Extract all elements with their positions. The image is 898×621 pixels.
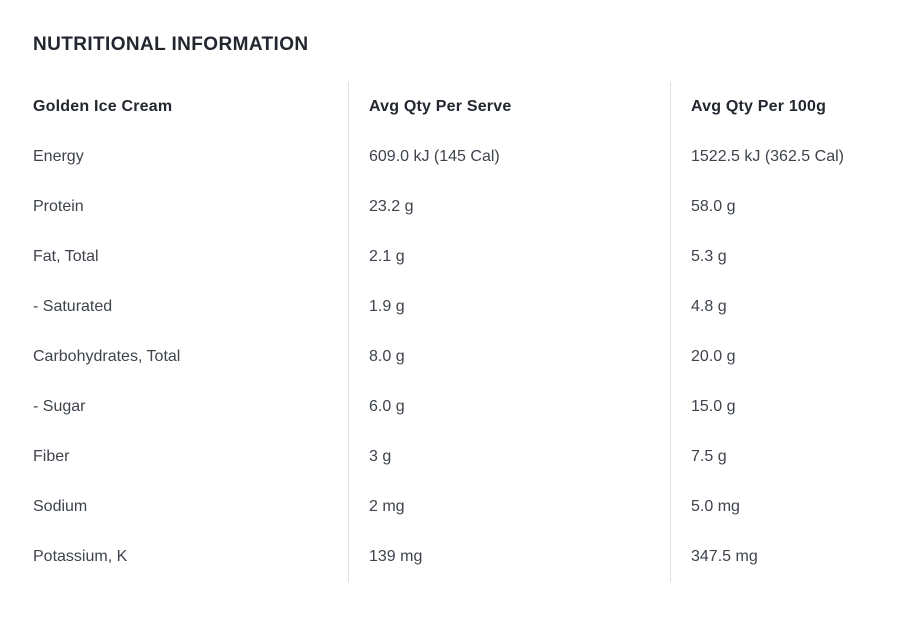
- value-per-100g: 5.3 g: [670, 232, 898, 282]
- column-header-per-100g: Avg Qty Per 100g: [670, 82, 898, 132]
- value-per-serve: 6.0 g: [348, 382, 670, 432]
- table-row: Carbohydrates, Total 8.0 g 20.0 g: [33, 332, 898, 382]
- value-per-100g: 4.8 g: [670, 282, 898, 332]
- value-per-serve: 609.0 kJ (145 Cal): [348, 132, 670, 182]
- nutrient-label: Fiber: [33, 448, 70, 465]
- nutrient-label: Sodium: [33, 498, 88, 515]
- value-per-100g: 5.0 mg: [670, 482, 898, 532]
- nutrient-label: Energy: [33, 148, 84, 165]
- nutrient-label: Protein: [33, 198, 84, 215]
- value-per-serve: 1.9 g: [348, 282, 670, 332]
- table-row: Sodium 2 mg 5.0 mg: [33, 482, 898, 532]
- nutrient-label: Carbohydrates, Total: [33, 348, 181, 365]
- value-per-100g: 7.5 g: [670, 432, 898, 482]
- table-row: - Saturated 1.9 g 4.8 g: [33, 282, 898, 332]
- value-per-serve: 139 mg: [348, 532, 670, 582]
- table-header-row: Golden Ice Cream Avg Qty Per Serve Avg Q…: [33, 82, 898, 132]
- value-per-100g: 15.0 g: [670, 382, 898, 432]
- nutrition-table: Golden Ice Cream Avg Qty Per Serve Avg Q…: [33, 82, 898, 582]
- nutrient-label: - Saturated: [33, 298, 113, 315]
- value-per-100g: 58.0 g: [670, 182, 898, 232]
- nutrient-label: Potassium, K: [33, 548, 128, 565]
- value-per-100g: 347.5 mg: [670, 532, 898, 582]
- nutrient-label: - Sugar: [33, 398, 86, 415]
- table-row: Potassium, K 139 mg 347.5 mg: [33, 532, 898, 582]
- value-per-serve: 3 g: [348, 432, 670, 482]
- value-per-serve: 2 mg: [348, 482, 670, 532]
- table-row: Protein 23.2 g 58.0 g: [33, 182, 898, 232]
- table-row: Energy 609.0 kJ (145 Cal) 1522.5 kJ (362…: [33, 132, 898, 182]
- table-row: Fiber 3 g 7.5 g: [33, 432, 898, 482]
- value-per-100g: 1522.5 kJ (362.5 Cal): [670, 132, 898, 182]
- value-per-serve: 2.1 g: [348, 232, 670, 282]
- table-row: - Sugar 6.0 g 15.0 g: [33, 382, 898, 432]
- nutrition-page: NUTRITIONAL INFORMATION Golden Ice Cream…: [33, 34, 898, 582]
- nutrient-label: Fat, Total: [33, 248, 99, 265]
- value-per-serve: 8.0 g: [348, 332, 670, 382]
- value-per-serve: 23.2 g: [348, 182, 670, 232]
- table-body: Energy 609.0 kJ (145 Cal) 1522.5 kJ (362…: [33, 132, 898, 582]
- column-header-per-serve: Avg Qty Per Serve: [348, 82, 670, 132]
- value-per-100g: 20.0 g: [670, 332, 898, 382]
- table-row: Fat, Total 2.1 g 5.3 g: [33, 232, 898, 282]
- page-title: NUTRITIONAL INFORMATION: [33, 34, 309, 55]
- column-header-product: Golden Ice Cream: [33, 98, 173, 115]
